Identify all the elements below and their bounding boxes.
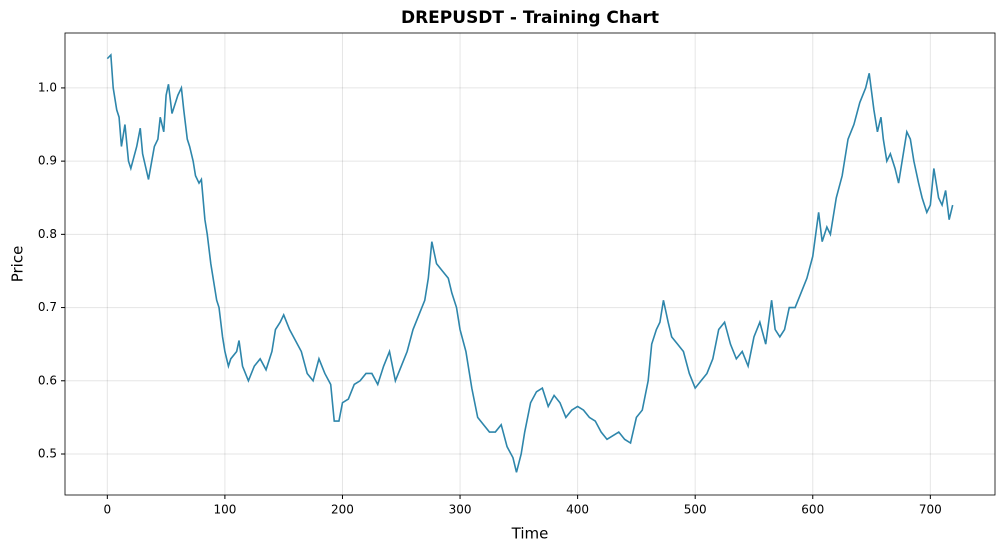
price-line xyxy=(106,53,954,473)
x-tick-label: 600 xyxy=(801,503,824,517)
x-tick-label: 400 xyxy=(566,503,589,517)
x-tick-label: 300 xyxy=(449,503,472,517)
x-axis-label: Time xyxy=(511,525,549,543)
x-tick-label: 700 xyxy=(919,503,942,517)
x-tick-label: 0 xyxy=(104,503,112,517)
y-tick-label: 0.6 xyxy=(38,373,57,387)
y-tick-label: 0.8 xyxy=(38,227,57,241)
y-tick-label: 0.7 xyxy=(38,300,57,314)
y-axis-label: Price xyxy=(9,246,27,283)
x-tick-label: 500 xyxy=(684,503,707,517)
x-tick-label: 200 xyxy=(331,503,354,517)
y-tick-label: 1.0 xyxy=(38,80,57,94)
y-tick-label: 0.5 xyxy=(38,446,57,460)
chart-title: DREPUSDT - Training Chart xyxy=(401,8,659,28)
x-tick-label: 100 xyxy=(213,503,236,517)
plot-frame xyxy=(64,32,996,496)
y-tick-label: 0.9 xyxy=(38,154,57,168)
